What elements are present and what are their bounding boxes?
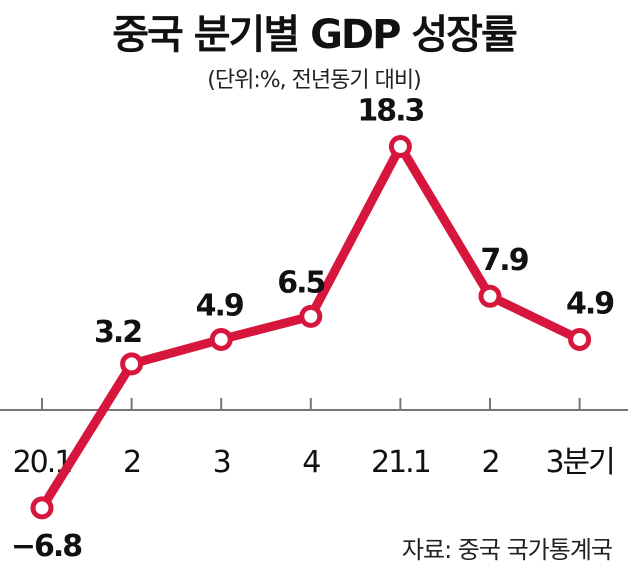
data-label: 3.2 [94, 315, 141, 350]
data-label: 4.9 [566, 286, 613, 321]
data-point [388, 134, 412, 158]
x-tick-label: 2 [481, 445, 498, 480]
x-tick-label: 4 [302, 445, 320, 480]
data-point [568, 327, 592, 351]
x-tick-label: 21.1 [371, 445, 430, 480]
data-point [478, 284, 502, 308]
data-point [30, 496, 54, 520]
data-label: −6.8 [11, 529, 82, 564]
data-point [209, 327, 233, 351]
x-tick-label: 3분기 [545, 445, 613, 480]
data-point [120, 352, 144, 376]
data-label: 6.5 [277, 265, 324, 300]
source-note: 자료: 중국 국가통계국 [401, 536, 613, 564]
data-label: 7.9 [480, 243, 527, 278]
x-tick-label: 3 [213, 445, 230, 480]
data-label: 4.9 [196, 288, 243, 323]
data-label: 18.3 [357, 93, 423, 128]
data-point [299, 304, 323, 328]
x-tick-label: 2 [123, 445, 140, 480]
chart-title: 중국 분기별 GDP 성장률 [112, 12, 518, 58]
chart-subtitle: (단위:%, 전년동기 대비) [207, 68, 421, 93]
